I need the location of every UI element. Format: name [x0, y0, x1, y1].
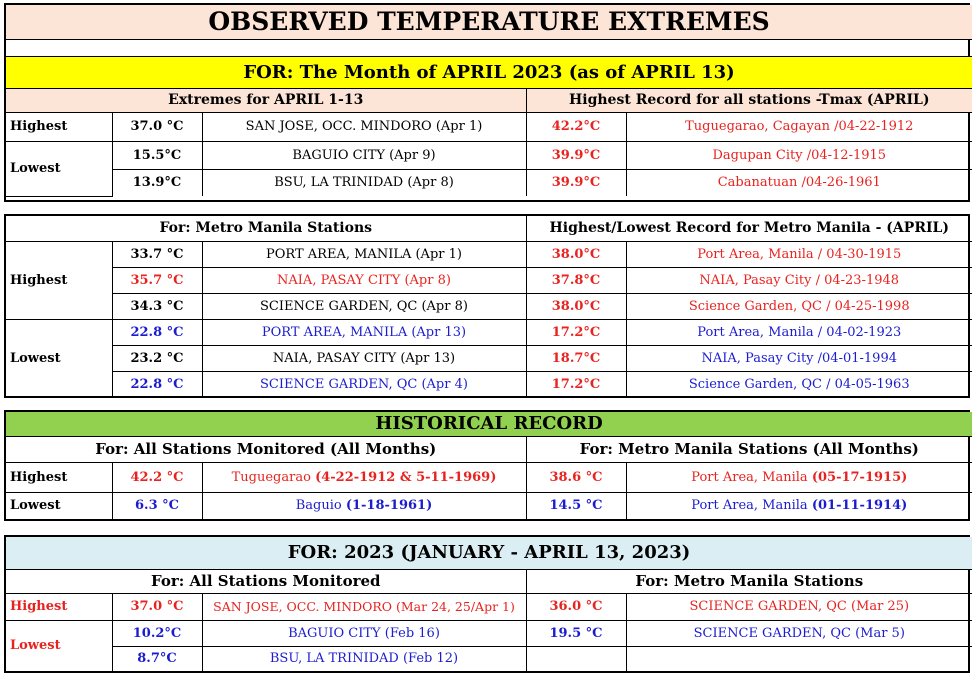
- record-station-cell: NAIA, Pasay City /04-01-1994: [625, 344, 972, 372]
- record-dates: (01-11-1914): [811, 498, 908, 514]
- section3-right-header: For: Metro Manila Stations (All Months): [525, 435, 973, 463]
- label-lowest: Lowest: [6, 491, 113, 519]
- value-cell: 37.0 °C: [111, 592, 203, 621]
- value-cell: 13.9°C: [112, 168, 203, 196]
- mm-value-cell: [525, 645, 627, 671]
- mm-value-cell: 14.5 °C: [525, 491, 627, 519]
- record-dates: (05-17-1915): [811, 469, 908, 485]
- mm-station-cell: Port Area, Manila (05-17-1915): [625, 461, 973, 493]
- record-dates: (4-22-1912 & 5-11-1969): [315, 469, 497, 485]
- record-value-cell: 18.7°C: [525, 344, 627, 372]
- section1-right-header: Highest Record for all stations -Tmax (A…: [525, 87, 973, 113]
- value-cell: 35.7 °C: [112, 266, 203, 294]
- value-cell: 34.3 °C: [112, 292, 203, 320]
- april-extremes-block: OBSERVED TEMPERATURE EXTREMES FOR: The M…: [4, 3, 973, 202]
- record-station-cell: Science Garden, QC / 04-25-1998: [625, 292, 972, 320]
- record-value-cell: 42.2°C: [525, 111, 627, 142]
- record-station-cell: Port Area, Manila / 04-30-1915: [625, 240, 972, 268]
- record-value-cell: 17.2°C: [525, 318, 627, 346]
- value-cell: 42.2 °C: [111, 461, 203, 493]
- station-cell: PORT AREA, MANILA (Apr 1): [201, 240, 527, 268]
- record-value-cell: 39.9°C: [525, 140, 627, 170]
- record-value-cell: 39.9°C: [525, 168, 627, 196]
- section1-left-header: Extremes for APRIL 1-13: [6, 87, 527, 113]
- page-title: OBSERVED TEMPERATURE EXTREMES: [6, 5, 973, 40]
- value-cell: 37.0 °C: [111, 111, 203, 142]
- station-cell: PORT AREA, MANILA (Apr 13): [201, 318, 527, 346]
- record-station-cell: Dagupan City /04-12-1915: [625, 140, 973, 170]
- ytd-2023-block: FOR: 2023 (JANUARY - APRIL 13, 2023) For…: [4, 535, 973, 673]
- record-value-cell: 17.2°C: [525, 370, 627, 397]
- section2-right-header: Highest/Lowest Record for Metro Manila -…: [525, 216, 972, 242]
- label-highest: Highest: [6, 111, 113, 142]
- value-cell: 33.7 °C: [111, 240, 203, 268]
- station-cell: SAN JOSE, OCC. MINDORO (Mar 24, 25/Apr 1…: [201, 592, 527, 621]
- station-name: Tuguegarao: [231, 469, 311, 485]
- record-value-cell: 38.0°C: [525, 240, 627, 268]
- station-cell: SCIENCE GARDEN, QC (Apr 4): [201, 370, 527, 397]
- record-station-cell: Port Area, Manila / 04-02-1923: [625, 318, 972, 346]
- record-station-cell: NAIA, Pasay City / 04-23-1948: [625, 266, 972, 294]
- value-cell: 8.7°C: [112, 645, 203, 671]
- mm-value-cell: 36.0 °C: [525, 592, 627, 621]
- station-cell: BAGUIO CITY (Apr 9): [201, 140, 527, 170]
- station-cell: NAIA, PASAY CITY (Apr 8): [201, 266, 527, 294]
- value-cell: 23.2 °C: [112, 344, 203, 372]
- label-lowest: Lowest: [6, 140, 113, 197]
- ytd-banner: FOR: 2023 (JANUARY - APRIL 13, 2023): [6, 537, 973, 570]
- station-cell: BAGUIO CITY (Feb 16): [201, 619, 527, 647]
- station-cell: BSU, LA TRINIDAD (Feb 12): [201, 645, 527, 671]
- record-dates: (1-18-1961): [345, 498, 433, 514]
- label-lowest: Lowest: [6, 318, 113, 398]
- value-cell: 15.5°C: [111, 140, 203, 170]
- value-cell: 22.8 °C: [111, 318, 203, 346]
- station-cell: NAIA, PASAY CITY (Apr 13): [201, 344, 527, 372]
- mm-value-cell: 19.5 °C: [525, 619, 627, 647]
- metro-manila-block: For: Metro Manila Stations Highest/Lowes…: [4, 214, 972, 398]
- station-cell: BSU, LA TRINIDAD (Apr 8): [201, 168, 527, 196]
- record-station-cell: Science Garden, QC / 04-05-1963: [625, 370, 972, 397]
- section2-left-header: For: Metro Manila Stations: [6, 216, 527, 242]
- section4-right-header: For: Metro Manila Stations: [525, 568, 973, 594]
- mm-station-cell: [625, 645, 973, 671]
- mm-station-cell: SCIENCE GARDEN, QC (Mar 25): [625, 592, 973, 621]
- mm-station-cell: Port Area, Manila (01-11-1914): [625, 491, 973, 519]
- spacer-row: [6, 38, 973, 57]
- record-station-cell: Tuguegarao, Cagayan /04-22-1912: [625, 111, 973, 142]
- station-cell: SAN JOSE, OCC. MINDORO (Apr 1): [201, 111, 527, 142]
- label-highest: Highest: [6, 592, 113, 621]
- historical-record-block: HISTORICAL RECORD For: All Stations Moni…: [4, 410, 973, 521]
- record-value-cell: 37.8°C: [525, 266, 627, 294]
- station-cell: Tuguegarao (4-22-1912 & 5-11-1969): [201, 461, 527, 493]
- mm-station-cell: SCIENCE GARDEN, QC (Mar 5): [625, 619, 973, 647]
- label-highest: Highest: [6, 461, 113, 493]
- station-name: Port Area, Manila: [691, 498, 808, 514]
- value-cell: 10.2°C: [111, 619, 203, 647]
- label-lowest: Lowest: [6, 619, 113, 672]
- value-cell: 6.3 °C: [111, 491, 203, 519]
- month-banner: FOR: The Month of APRIL 2023 (as of APRI…: [6, 55, 973, 89]
- section3-left-header: For: All Stations Monitored (All Months): [6, 435, 527, 463]
- record-value-cell: 38.0°C: [525, 292, 627, 320]
- record-station-cell: Cabanatuan /04-26-1961: [625, 168, 973, 196]
- station-name: Port Area, Manila: [691, 469, 808, 485]
- station-name: Baguio: [295, 498, 342, 514]
- section4-left-header: For: All Stations Monitored: [6, 568, 527, 594]
- mm-value-cell: 38.6 °C: [525, 461, 627, 493]
- label-highest: Highest: [6, 240, 113, 320]
- station-cell: SCIENCE GARDEN, QC (Apr 8): [201, 292, 527, 320]
- historical-banner: HISTORICAL RECORD: [6, 412, 973, 437]
- station-cell: Baguio (1-18-1961): [201, 491, 527, 519]
- value-cell: 22.8 °C: [112, 370, 203, 397]
